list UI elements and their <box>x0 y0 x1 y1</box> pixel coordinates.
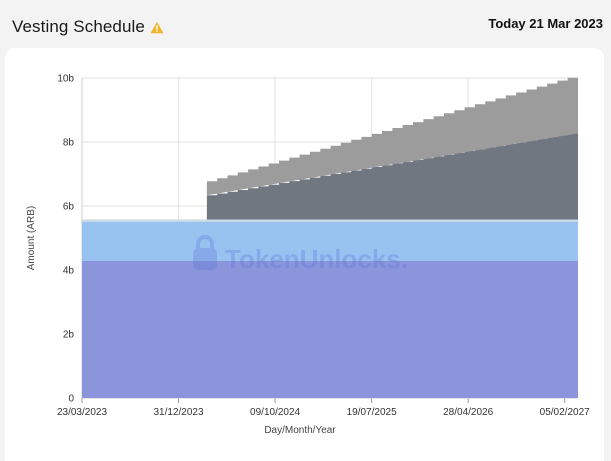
x-tick-label: 23/03/2023 <box>57 407 107 418</box>
y-tick-label: 0 <box>68 394 74 405</box>
x-tick-label: 09/10/2024 <box>250 407 300 418</box>
x-tick-label: 28/04/2026 <box>443 407 493 418</box>
watermark-text: TokenUnlocks. <box>225 244 408 274</box>
area-series-2 <box>82 222 578 262</box>
area-series-4 <box>206 133 578 220</box>
vesting-chart: TokenUnlocks. 0 2b 4b 6b 8b 10b 23/03/2023 31/… <box>26 74 590 437</box>
watermark: TokenUnlocks. <box>193 235 408 274</box>
x-axis-label: Day/Month/Year <box>264 425 336 436</box>
date-label: Today 21 Mar 2023 <box>488 16 603 31</box>
y-tick-label: 6b <box>63 202 75 213</box>
tokenunlocks-logo-icon <box>193 235 217 270</box>
title-text: Vesting Schedule <box>12 17 145 36</box>
vesting-areas <box>82 77 578 398</box>
y-tick-label: 8b <box>63 138 75 149</box>
warning-icon[interactable] <box>150 21 164 34</box>
page-title: Vesting Schedule <box>12 17 164 37</box>
y-axis-label: Amount (ARB) <box>26 206 37 270</box>
area-series-5 <box>206 77 578 196</box>
area-series-3 <box>82 219 578 222</box>
y-ticks: 0 2b 4b 6b 8b 10b <box>57 74 74 405</box>
x-tick-label: 05/02/2027 <box>540 407 590 418</box>
area-series-1 <box>82 261 578 398</box>
y-tick-label: 2b <box>63 330 75 341</box>
y-tick-label: 10b <box>57 74 74 85</box>
x-ticks: 23/03/2023 31/12/2023 09/10/2024 19/07/2025… <box>57 407 590 418</box>
x-tick-label: 31/12/2023 <box>154 407 204 418</box>
chart-card: TokenUnlocks. 0 2b 4b 6b 8b 10b 23/03/2023 31/… <box>5 48 604 461</box>
y-tick-label: 4b <box>63 266 75 277</box>
x-tick-label: 19/07/2025 <box>347 407 397 418</box>
